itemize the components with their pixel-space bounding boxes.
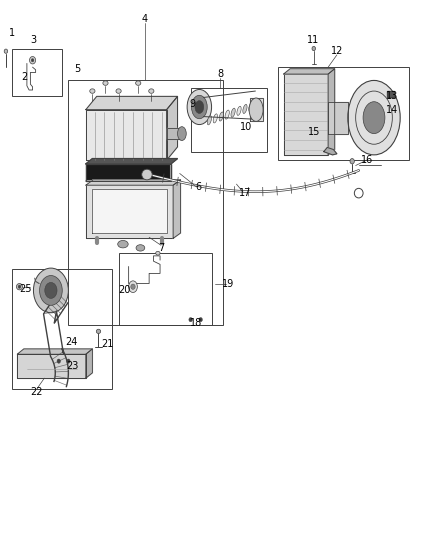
Polygon shape xyxy=(324,148,337,155)
Ellipse shape xyxy=(136,81,141,85)
Text: 21: 21 xyxy=(101,339,113,349)
Ellipse shape xyxy=(4,49,8,53)
Text: 4: 4 xyxy=(142,14,148,25)
Ellipse shape xyxy=(177,127,186,141)
Text: 18: 18 xyxy=(190,318,202,328)
Text: 22: 22 xyxy=(31,387,43,397)
Polygon shape xyxy=(387,91,394,98)
Ellipse shape xyxy=(129,281,138,293)
Polygon shape xyxy=(284,74,328,155)
Text: 6: 6 xyxy=(195,182,201,192)
Text: 5: 5 xyxy=(74,64,80,74)
Ellipse shape xyxy=(243,104,247,114)
Ellipse shape xyxy=(18,285,21,288)
Text: 24: 24 xyxy=(66,337,78,347)
Text: 11: 11 xyxy=(307,35,319,45)
Polygon shape xyxy=(17,349,92,354)
Polygon shape xyxy=(92,189,167,233)
Ellipse shape xyxy=(350,159,354,164)
Ellipse shape xyxy=(207,116,212,125)
Text: 2: 2 xyxy=(21,72,28,82)
Ellipse shape xyxy=(199,318,202,322)
Ellipse shape xyxy=(189,318,192,322)
Polygon shape xyxy=(86,164,171,181)
Ellipse shape xyxy=(33,268,68,313)
Ellipse shape xyxy=(363,102,385,134)
Ellipse shape xyxy=(231,108,235,117)
Polygon shape xyxy=(86,185,173,238)
Polygon shape xyxy=(173,180,180,238)
Ellipse shape xyxy=(225,110,229,119)
Ellipse shape xyxy=(191,95,207,119)
Ellipse shape xyxy=(195,101,204,114)
Text: 9: 9 xyxy=(190,99,196,109)
Ellipse shape xyxy=(103,81,108,85)
Text: 25: 25 xyxy=(19,284,32,294)
Text: 13: 13 xyxy=(386,91,398,101)
Ellipse shape xyxy=(136,245,145,251)
Text: 19: 19 xyxy=(222,279,234,288)
Polygon shape xyxy=(86,110,166,160)
Ellipse shape xyxy=(39,276,62,305)
Text: 16: 16 xyxy=(361,155,374,165)
Ellipse shape xyxy=(249,102,253,111)
Text: 12: 12 xyxy=(331,46,343,56)
Polygon shape xyxy=(328,69,335,155)
Ellipse shape xyxy=(348,80,400,155)
Ellipse shape xyxy=(67,359,70,364)
Text: 10: 10 xyxy=(240,122,252,132)
Text: 23: 23 xyxy=(67,361,79,372)
Ellipse shape xyxy=(187,90,212,125)
Text: 17: 17 xyxy=(239,188,251,198)
Bar xyxy=(191,88,267,152)
Polygon shape xyxy=(86,180,180,185)
Ellipse shape xyxy=(237,106,241,115)
Bar xyxy=(278,67,409,160)
Ellipse shape xyxy=(249,98,263,122)
Ellipse shape xyxy=(142,169,152,180)
Polygon shape xyxy=(284,69,335,74)
Bar xyxy=(119,253,212,325)
Ellipse shape xyxy=(219,112,223,121)
Bar xyxy=(12,49,62,96)
Text: 14: 14 xyxy=(386,104,398,115)
Text: 3: 3 xyxy=(30,35,36,45)
Polygon shape xyxy=(250,98,263,122)
Ellipse shape xyxy=(45,282,57,298)
Text: 15: 15 xyxy=(307,127,320,137)
Polygon shape xyxy=(86,159,177,164)
Ellipse shape xyxy=(16,284,22,290)
Polygon shape xyxy=(166,96,177,160)
Ellipse shape xyxy=(96,329,101,334)
Polygon shape xyxy=(17,354,86,378)
Text: 20: 20 xyxy=(118,286,131,295)
Ellipse shape xyxy=(118,240,128,248)
Ellipse shape xyxy=(116,89,121,93)
Ellipse shape xyxy=(90,89,95,93)
Ellipse shape xyxy=(149,89,154,93)
Ellipse shape xyxy=(31,59,34,62)
Ellipse shape xyxy=(29,56,35,64)
Bar xyxy=(12,269,112,389)
Bar xyxy=(68,80,223,325)
Ellipse shape xyxy=(213,114,217,123)
Ellipse shape xyxy=(155,252,160,255)
Polygon shape xyxy=(86,349,92,378)
Text: 7: 7 xyxy=(158,243,164,253)
Polygon shape xyxy=(166,128,182,139)
Ellipse shape xyxy=(131,284,135,289)
Text: 1: 1 xyxy=(9,28,14,38)
Polygon shape xyxy=(86,96,177,110)
Ellipse shape xyxy=(57,359,60,364)
Polygon shape xyxy=(328,102,348,134)
Ellipse shape xyxy=(312,46,315,51)
Text: 8: 8 xyxy=(217,69,223,79)
